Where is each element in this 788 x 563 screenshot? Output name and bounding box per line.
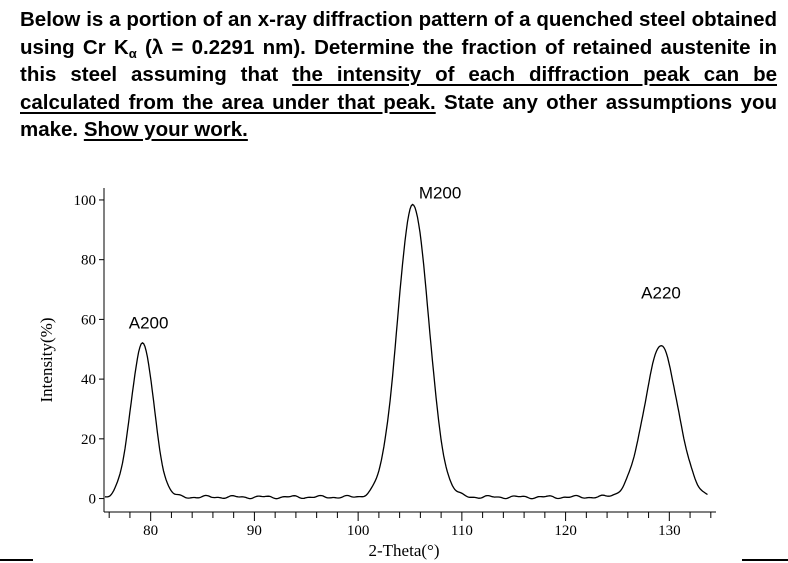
problem-text-3: State any other assumptions you make.: [20, 90, 777, 142]
y-axis-title: Intensity(%): [37, 318, 56, 403]
x-tick-label: 100: [347, 523, 370, 539]
peak-labels: A200 M200 A220: [129, 183, 681, 332]
peak-label-m200: M200: [419, 183, 462, 202]
chart-ticks: 0 20 40 60 80 100 80 90 100 110 120 130: [74, 193, 712, 539]
problem-text-1: Below is a portion of an x-ray diffracti…: [20, 8, 777, 59]
bottom-rule-right: [742, 559, 788, 561]
x-tick-label: 130: [658, 523, 681, 539]
x-tick-label: 80: [143, 523, 158, 539]
y-tick-label: 80: [81, 253, 96, 269]
x-tick-label: 90: [247, 523, 262, 539]
y-tick-label: 40: [81, 372, 96, 388]
x-tick-label: 120: [554, 523, 577, 539]
y-tick-label: 60: [81, 312, 96, 328]
diffraction-curve: [104, 203, 708, 500]
peak-label-a200: A200: [129, 313, 169, 332]
y-tick-label: 20: [81, 432, 96, 448]
peak-label-a220: A220: [641, 283, 681, 302]
problem-text-2: (λ = 0.2291 nm). Determine the fraction …: [20, 35, 777, 87]
k-alpha-subscript: α: [128, 45, 137, 61]
y-tick-label: 100: [74, 193, 97, 209]
problem-statement: Below is a portion of an x-ray diffracti…: [20, 6, 777, 144]
x-tick-label: 110: [451, 523, 473, 539]
show-work-underlined: Show your work.: [83, 118, 248, 141]
bottom-rule-left: [0, 559, 33, 561]
intensity-assumption-underlined: the intensity of each diffraction peak c…: [20, 63, 777, 114]
x-axis-title: 2-Theta(°): [369, 541, 440, 560]
y-tick-label: 0: [89, 492, 97, 508]
chart-axes: [103, 188, 716, 513]
